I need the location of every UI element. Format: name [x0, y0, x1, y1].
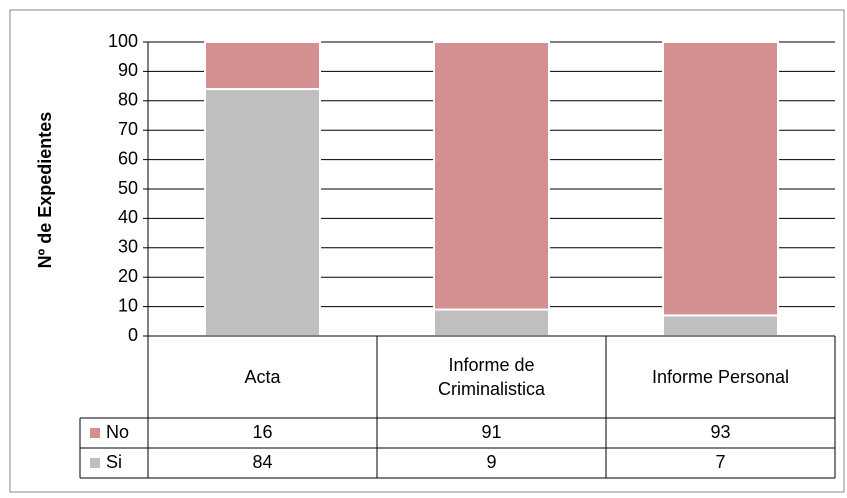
table-value: 9	[486, 452, 496, 472]
legend-swatch	[90, 458, 100, 468]
category-label: Informe de Criminalistica	[437, 355, 545, 399]
y-tick-label: 30	[118, 237, 138, 257]
table-value: 84	[252, 452, 272, 472]
legend-label: Si	[106, 452, 122, 472]
y-tick-label: 50	[118, 178, 138, 198]
legend-swatch	[90, 428, 100, 438]
bar-segment	[204, 41, 321, 91]
y-tick-label: 0	[128, 325, 138, 345]
table-value: 16	[252, 422, 272, 442]
category-label: Informe Personal	[651, 367, 790, 387]
y-tick-label: 80	[118, 90, 138, 110]
y-tick-label: 20	[118, 266, 138, 286]
bar-segment	[662, 41, 779, 317]
category-label: Acta	[244, 367, 281, 387]
y-tick-label: 90	[118, 60, 138, 80]
table-value: 91	[481, 422, 501, 442]
bar-segment	[204, 88, 321, 338]
y-tick-label: 40	[118, 207, 138, 227]
y-tick-label: 60	[118, 148, 138, 168]
y-axis-label: Nº de Expedientes	[35, 112, 55, 269]
table-value: 93	[710, 422, 730, 442]
bar-segment	[433, 308, 550, 338]
bar-segment	[433, 41, 550, 311]
bar-segment	[662, 314, 779, 338]
legend-label: No	[106, 422, 129, 442]
table-value: 7	[715, 452, 725, 472]
y-tick-label: 10	[118, 295, 138, 315]
y-tick-label: 100	[108, 31, 138, 51]
y-tick-label: 70	[118, 119, 138, 139]
